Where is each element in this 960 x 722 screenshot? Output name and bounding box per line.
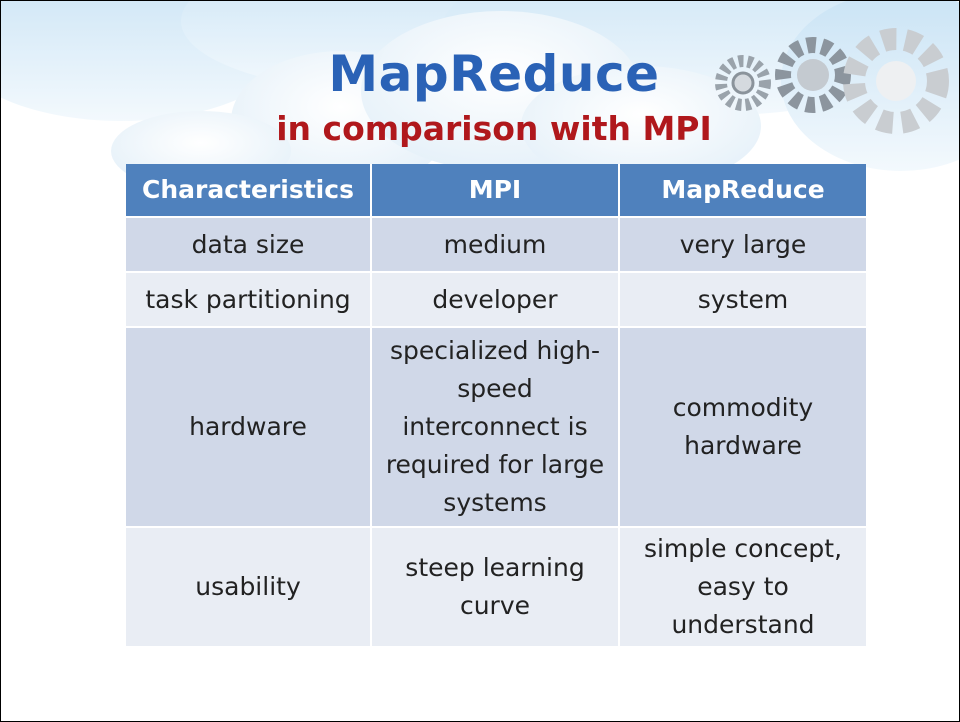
table-cell: usability	[126, 527, 372, 648]
header-row: Characteristics MPI MapReduce	[126, 164, 866, 218]
column-header: MapReduce	[619, 164, 866, 218]
table-cell: system	[619, 272, 866, 328]
table-cell: task partitioning	[126, 272, 372, 328]
table-row: usability steep learning curve simple conc…	[126, 527, 866, 648]
gears	[715, 28, 949, 134]
table-cell: specialized high-speed interconnect is r…	[371, 327, 620, 528]
column-header: MPI	[371, 164, 620, 218]
table-cell: very large	[619, 217, 866, 273]
table-cell: medium	[371, 217, 620, 273]
table-cell: commodity hardware	[619, 327, 866, 528]
subtitle: in comparison with MPI	[276, 109, 712, 148]
table-cell: data size	[126, 217, 372, 273]
table-cell: developer	[371, 272, 620, 328]
comparison-table: Characteristics MPI MapReduce data size med…	[126, 164, 866, 648]
table-row: task partitioning developer system	[126, 272, 866, 328]
table-row: hardware specialized high-speed interconn…	[126, 327, 866, 528]
table-cell: hardware	[126, 327, 372, 528]
table-cell: steep learning curve	[371, 527, 620, 648]
column-header: Characteristics	[126, 164, 372, 218]
title: MapReduce	[328, 45, 660, 103]
table-row: data size medium very large	[126, 217, 866, 273]
table-cell: simple concept, easy to understand	[619, 527, 866, 648]
decoration	[1, 1, 959, 201]
cloud-front	[111, 11, 761, 191]
